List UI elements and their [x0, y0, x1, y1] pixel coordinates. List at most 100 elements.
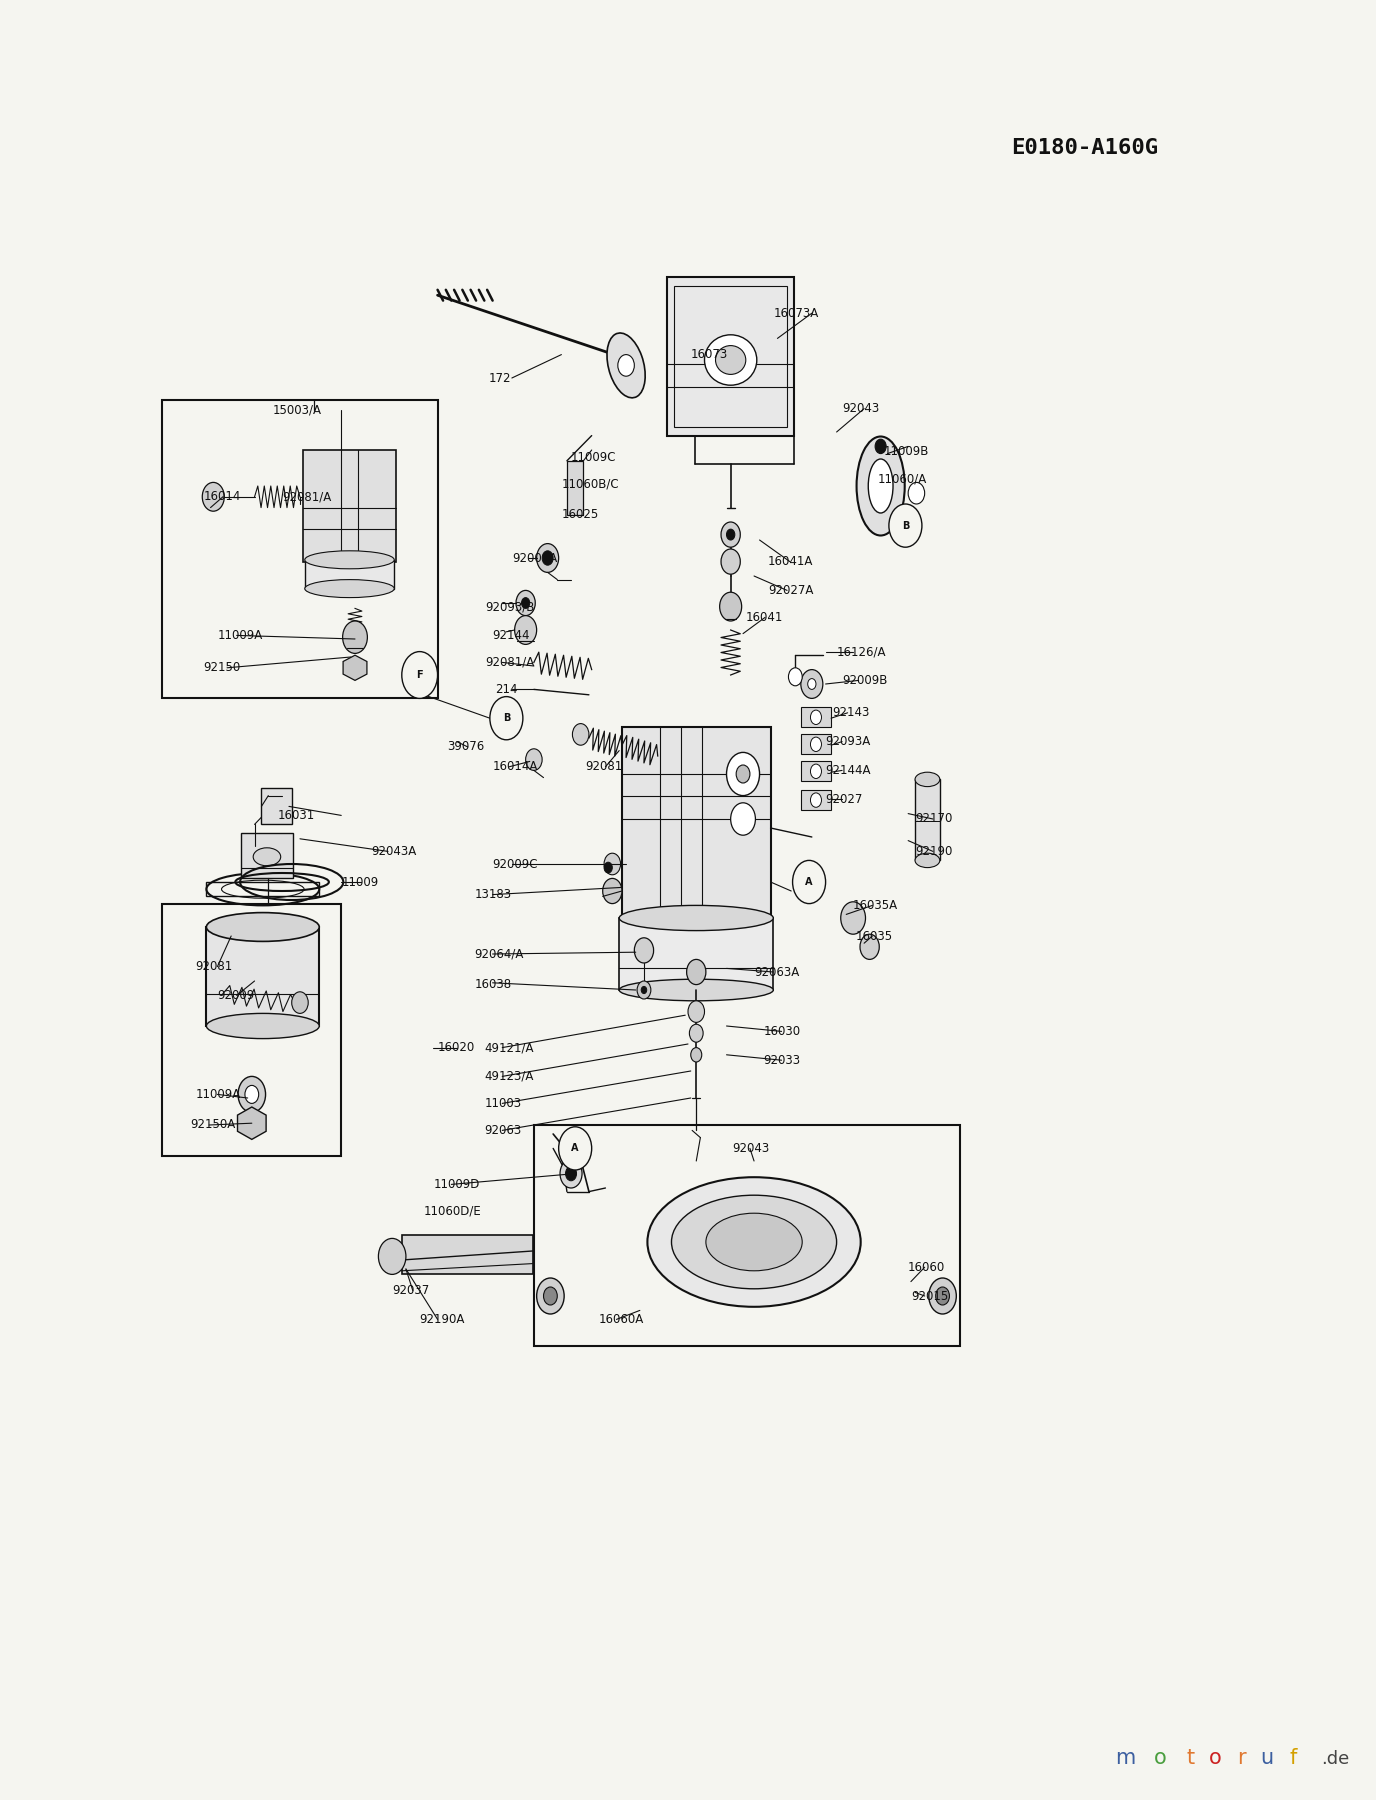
Text: o: o — [1208, 1748, 1222, 1768]
Circle shape — [929, 1278, 956, 1314]
Circle shape — [721, 522, 740, 547]
Text: 92037: 92037 — [392, 1283, 429, 1298]
Text: f: f — [1289, 1748, 1298, 1768]
Text: 92081: 92081 — [585, 760, 622, 774]
Circle shape — [490, 697, 523, 740]
Text: m: m — [1116, 1748, 1135, 1768]
Text: 92150A: 92150A — [190, 1118, 235, 1132]
Ellipse shape — [706, 1213, 802, 1271]
Ellipse shape — [305, 551, 395, 569]
Text: .de: .de — [1321, 1750, 1350, 1768]
Text: A: A — [805, 877, 813, 887]
Ellipse shape — [619, 905, 773, 931]
Text: 16126/A: 16126/A — [837, 644, 886, 659]
Text: 92081/A: 92081/A — [282, 490, 332, 504]
Text: 92043A: 92043A — [372, 844, 417, 859]
Bar — [206, 927, 319, 1026]
Text: 16060A: 16060A — [599, 1312, 644, 1327]
Circle shape — [641, 986, 647, 994]
Circle shape — [801, 670, 823, 698]
Text: 11009D: 11009D — [433, 1177, 480, 1192]
Text: 16038: 16038 — [475, 977, 512, 992]
Text: E0180-A160G: E0180-A160G — [1011, 137, 1159, 158]
Circle shape — [522, 598, 530, 608]
Text: 49123/A: 49123/A — [484, 1069, 534, 1084]
Circle shape — [689, 1024, 703, 1042]
Text: 92093/B: 92093/B — [486, 599, 535, 614]
Text: 92009: 92009 — [217, 988, 255, 1003]
Text: A: A — [571, 1143, 579, 1154]
Circle shape — [688, 1001, 705, 1022]
Ellipse shape — [305, 580, 395, 598]
Text: 13183: 13183 — [475, 887, 512, 902]
Circle shape — [566, 1166, 577, 1181]
Circle shape — [618, 355, 634, 376]
Circle shape — [788, 668, 802, 686]
Circle shape — [691, 1048, 702, 1062]
Text: 11009A: 11009A — [217, 628, 263, 643]
Text: 92009C: 92009C — [493, 857, 538, 871]
Text: F: F — [417, 670, 422, 680]
Circle shape — [603, 878, 622, 904]
Ellipse shape — [671, 1195, 837, 1289]
Circle shape — [810, 763, 821, 778]
Text: 11009: 11009 — [341, 875, 378, 889]
Text: r: r — [1237, 1748, 1245, 1768]
Bar — [801, 761, 831, 781]
Text: 16041: 16041 — [746, 610, 783, 625]
Text: 92144A: 92144A — [826, 763, 871, 778]
Circle shape — [889, 504, 922, 547]
Text: 16035: 16035 — [856, 929, 893, 943]
Text: 92015: 92015 — [911, 1289, 948, 1303]
Bar — [622, 727, 771, 922]
Text: 92009A: 92009A — [512, 551, 557, 565]
Circle shape — [793, 860, 826, 904]
Text: 92027: 92027 — [826, 792, 863, 806]
Circle shape — [604, 862, 612, 873]
Circle shape — [559, 1127, 592, 1170]
Bar — [674, 286, 787, 427]
Text: 92170: 92170 — [915, 812, 952, 826]
Text: B: B — [901, 520, 910, 531]
Circle shape — [810, 709, 821, 724]
Circle shape — [378, 1238, 406, 1274]
Circle shape — [537, 544, 559, 572]
Text: 92143: 92143 — [832, 706, 870, 720]
Ellipse shape — [607, 333, 645, 398]
Bar — [241, 833, 293, 878]
Circle shape — [936, 1287, 949, 1305]
Ellipse shape — [253, 848, 281, 866]
Text: 92093A: 92093A — [826, 734, 871, 749]
Text: 11060D/E: 11060D/E — [424, 1204, 482, 1219]
Ellipse shape — [648, 1177, 861, 1307]
Text: 92027A: 92027A — [768, 583, 813, 598]
Circle shape — [810, 792, 821, 806]
Circle shape — [292, 992, 308, 1013]
Text: B: B — [502, 713, 510, 724]
Ellipse shape — [206, 1013, 319, 1039]
Text: 92009B: 92009B — [842, 673, 888, 688]
Text: 49121/A: 49121/A — [484, 1040, 534, 1055]
Text: 16035A: 16035A — [853, 898, 899, 913]
Text: o: o — [1153, 1748, 1167, 1768]
Text: u: u — [1260, 1748, 1274, 1768]
Text: 39076: 39076 — [447, 740, 484, 754]
Text: 92033: 92033 — [764, 1053, 801, 1067]
Text: t: t — [1186, 1748, 1194, 1768]
Circle shape — [736, 765, 750, 783]
Circle shape — [238, 1076, 266, 1112]
Text: 11009A: 11009A — [195, 1087, 241, 1102]
Text: 16041A: 16041A — [768, 554, 813, 569]
Bar — [206, 882, 319, 896]
Circle shape — [841, 902, 866, 934]
Circle shape — [245, 1085, 259, 1103]
Bar — [801, 734, 831, 754]
Circle shape — [687, 959, 706, 985]
Text: 11009C: 11009C — [571, 450, 616, 464]
Ellipse shape — [868, 459, 893, 513]
Bar — [303, 450, 396, 562]
Circle shape — [860, 934, 879, 959]
Text: 92043: 92043 — [732, 1141, 769, 1156]
Text: 11009B: 11009B — [883, 445, 929, 459]
Text: 16030: 16030 — [764, 1024, 801, 1039]
